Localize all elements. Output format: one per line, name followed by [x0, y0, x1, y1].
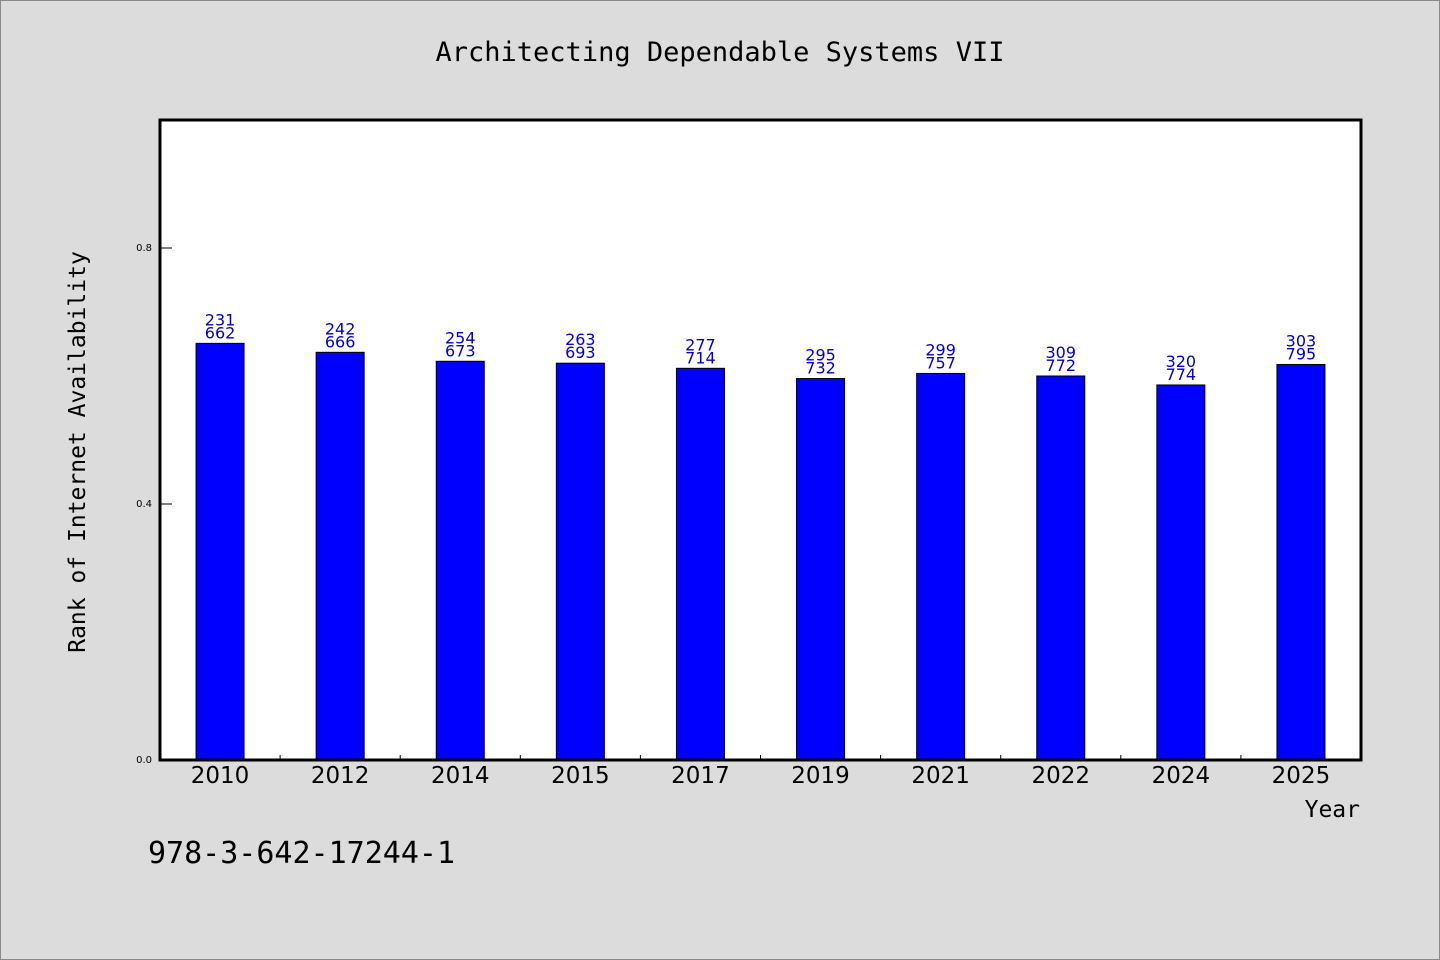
data-label-2024-top: 320: [1166, 352, 1197, 371]
chart-title: Architecting Dependable Systems VII: [436, 37, 1005, 68]
bar-2021: [916, 372, 966, 761]
x-axis-label: Year: [1305, 797, 1360, 823]
bar-2017: [675, 367, 725, 761]
data-label-2019-bottom: 732: [805, 359, 836, 378]
bar-2015: [555, 362, 605, 761]
data-label-2025-top: 303: [1286, 331, 1317, 350]
data-label-2014-bottom: 673: [445, 341, 476, 360]
data-label-2022-top: 309: [1045, 343, 1076, 362]
data-label-2022-bottom: 772: [1045, 356, 1076, 375]
data-label-2021-top: 299: [925, 340, 956, 359]
bar-2010: [195, 342, 245, 761]
x-tick-label-2022: 2022: [1031, 763, 1090, 789]
data-label-2017-top: 277: [685, 335, 716, 354]
x-tick-label-2021: 2021: [911, 763, 970, 789]
x-tick-label-2017: 2017: [671, 763, 730, 789]
bar-2014: [435, 360, 485, 761]
data-label-2014-top: 254: [445, 328, 476, 347]
x-tick-label-2015: 2015: [551, 763, 610, 789]
data-label-2024-bottom: 774: [1166, 365, 1197, 384]
bar-2024: [1156, 384, 1206, 761]
plot-border: [158, 118, 1363, 762]
x-ticks-group: 2010 2012 2014 2015 2017 2019 2021 2022 2024 2025: [191, 755, 1330, 789]
bar-2019: [796, 378, 846, 761]
y-tick-label: 0.0: [136, 755, 152, 766]
bar-2022: [1036, 375, 1086, 761]
x-tick-label-2012: 2012: [311, 763, 370, 789]
x-tick-label-2014: 2014: [431, 763, 490, 789]
bars-group: [195, 342, 1326, 761]
data-label-2021-bottom: 757: [925, 353, 956, 372]
data-label-2010-bottom: 662: [205, 323, 236, 342]
x-tick-label-2024: 2024: [1152, 763, 1211, 789]
x-tick-label-2010: 2010: [191, 763, 250, 789]
x-tick-label-2025: 2025: [1272, 763, 1331, 789]
bar-2025: [1276, 363, 1326, 761]
data-label-2012-bottom: 666: [325, 332, 356, 351]
data-label-2025-bottom: 795: [1286, 344, 1317, 363]
data-label-2019-top: 295: [805, 346, 836, 365]
data-label-2010-top: 231: [205, 310, 236, 329]
isbn-footer: 978-3-642-17244-1: [148, 836, 455, 871]
bar-2012: [315, 351, 365, 761]
data-label-2015-bottom: 693: [565, 343, 596, 362]
data-label-2015-top: 263: [565, 330, 596, 349]
y-tick-label: 0.4: [136, 499, 152, 510]
y-axis-label: Rank of Internet Availability: [65, 251, 91, 653]
data-label-2017-bottom: 714: [685, 348, 716, 367]
y-tick-label: 0.8: [136, 243, 152, 254]
x-tick-label-2019: 2019: [791, 763, 850, 789]
data-label-2012-top: 242: [325, 319, 356, 338]
